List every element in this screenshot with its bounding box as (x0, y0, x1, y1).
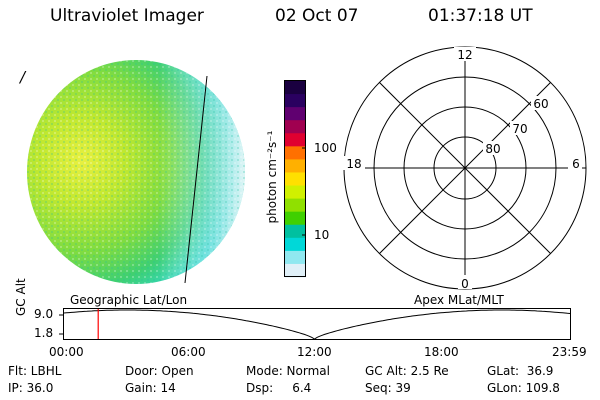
colorbar-band (285, 263, 306, 278)
colorbar-band (285, 198, 306, 213)
mlat-label-80: 80 (485, 142, 500, 156)
colorbar-band (285, 250, 306, 265)
gain-info: Gain: 14 (125, 381, 176, 395)
ip-info: IP: 36.0 (8, 381, 54, 395)
colorbar-band (285, 94, 306, 108)
colorbar-band (285, 107, 306, 121)
time-label: 01:37:18 UT (428, 6, 533, 26)
geographic-projection-label: Geographic Lat/Lon (70, 293, 188, 307)
colorbar-band (285, 81, 306, 95)
orbit-ytick-max: 9.0 (34, 307, 54, 321)
mode-info: Mode: Normal (246, 364, 330, 378)
altitude-curve (63, 309, 571, 340)
colorbar-band (285, 120, 306, 134)
colorbar-band (285, 224, 306, 239)
door-info: Door: Open (125, 364, 194, 378)
mlt-label-0: 0 (461, 277, 469, 291)
colorbar-band (285, 133, 306, 147)
gc-alt-info: GC Alt: 2.5 Re (365, 364, 449, 378)
seq-info: Seq: 39 (365, 381, 411, 395)
mlt-label-6: 6 (572, 157, 580, 171)
date-label: 02 Oct 07 (275, 6, 359, 26)
colorbar-band (285, 211, 306, 226)
colorbar-band (285, 146, 306, 160)
apex-projection-label: Apex MLat/MLT (414, 293, 504, 307)
glon-info: GLon: 109.8 (487, 381, 560, 395)
terminator-line (184, 75, 208, 284)
mlt-label-12: 12 (457, 48, 472, 62)
orbit-xtick-1800: 18:00 (424, 345, 459, 359)
colorbar-tick-10: 10 (314, 228, 330, 242)
mlat-label-70: 70 (512, 122, 527, 136)
orbit-ytick-min: 1.8 (34, 326, 54, 340)
glat-info: GLat: 36.9 (487, 364, 554, 378)
colorbar-unit-label: photon cm⁻²s⁻¹ (265, 130, 279, 224)
image-marker: / (18, 68, 27, 86)
colorbar (284, 80, 306, 278)
mlat-label-60: 60 (533, 97, 548, 111)
colorbar-band (285, 237, 306, 252)
orbit-xtick-0000: 00:00 (49, 345, 84, 359)
orbit-altitude-plot (59, 308, 571, 340)
orbit-xtick-1200: 12:00 (297, 345, 332, 359)
colorbar-band (285, 172, 306, 187)
dsp-info: Dsp: 6.4 (246, 381, 312, 395)
filter-info: Flt: LBHL (8, 364, 62, 378)
colorbar-band (285, 185, 306, 200)
mlt-label-18: 18 (346, 157, 361, 171)
auroral-image-disc (27, 60, 245, 284)
colorbar-tick-100: 100 (314, 141, 337, 155)
orbit-xtick-2359: 23:59 (552, 345, 587, 359)
instrument-title: Ultraviolet Imager (50, 6, 204, 26)
colorbar-band (285, 159, 306, 173)
orbit-xtick-0600: 06:00 (171, 345, 206, 359)
orbit-ylabel: GC Alt (14, 278, 28, 316)
polar-grid: 12 0 18 6 60 70 80 (343, 46, 587, 291)
